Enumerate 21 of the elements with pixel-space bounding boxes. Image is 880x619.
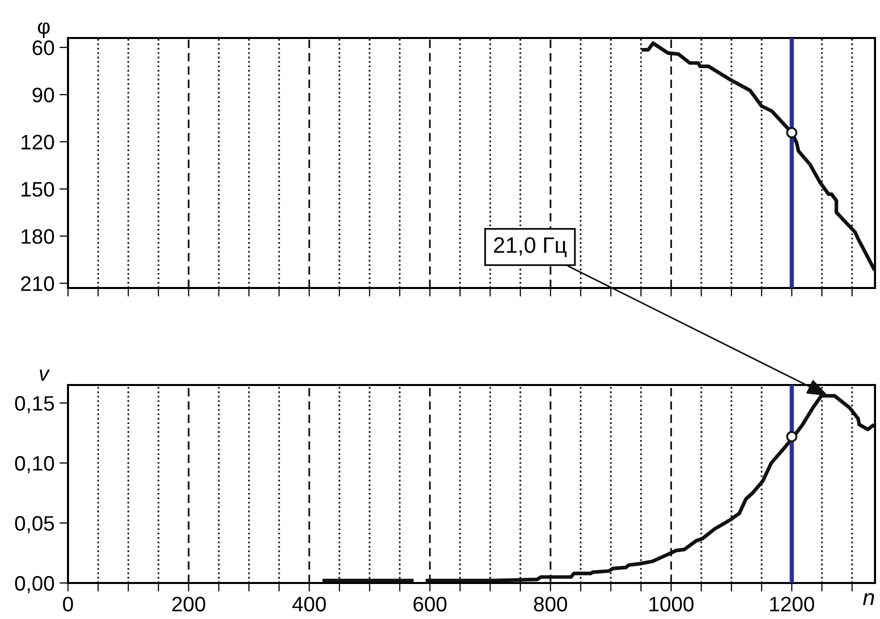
y-tick-label: 60 — [32, 40, 54, 56]
y-tick-label: 0,00 — [15, 576, 54, 594]
x-tick-label: 600 — [414, 596, 446, 612]
x-axis-title: n — [863, 593, 874, 606]
x-tick-label: 800 — [534, 596, 568, 612]
y-tick-label: 0,05 — [15, 516, 54, 534]
y-tick-label: 0,15 — [15, 396, 54, 414]
y-tick-label: 180 — [22, 229, 54, 244]
y-tick-label: 90 — [32, 88, 54, 102]
y-tick-label: 0,10 — [15, 456, 54, 474]
x-tick-label: 1200 — [770, 596, 814, 612]
y-tick-label: 210 — [21, 276, 54, 292]
x-tick-label: 200 — [172, 596, 206, 612]
x-tick-label: 1000 — [650, 596, 694, 612]
x-tick-label: 400 — [292, 596, 326, 612]
y-tick-label: 150 — [22, 182, 54, 197]
annotation: 21,0 Гц — [494, 237, 567, 258]
y-tick-label: 120 — [22, 134, 54, 150]
y-axis-title: φ — [38, 22, 50, 38]
y-axis-title: v — [40, 370, 50, 381]
x-tick-label: 0 — [63, 596, 73, 612]
